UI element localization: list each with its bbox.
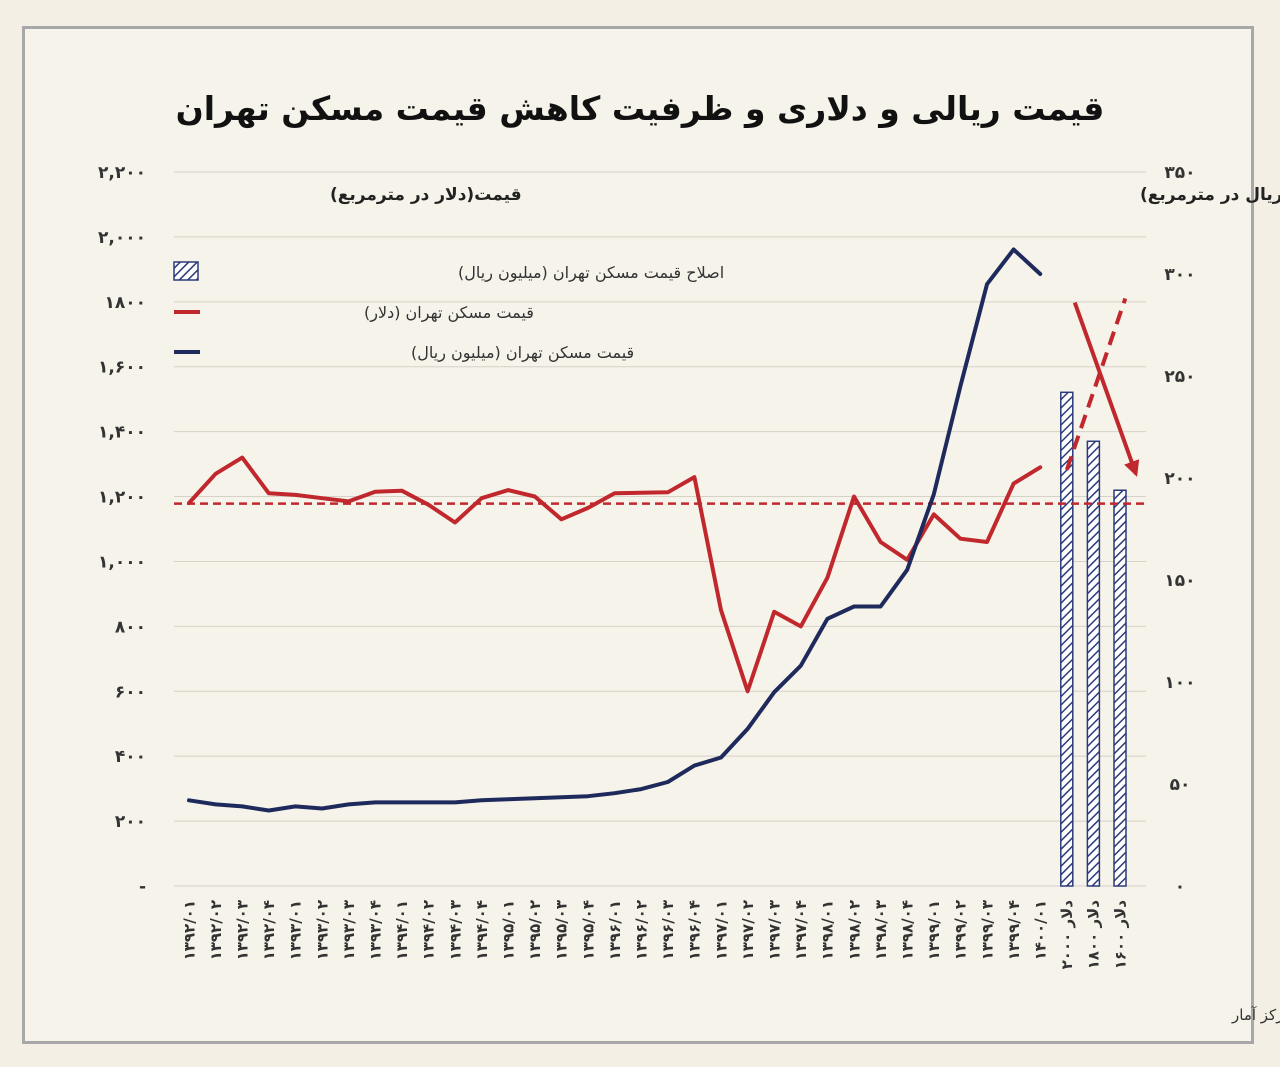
correction-bar bbox=[1113, 489, 1127, 887]
right-tick-label: ۵۰ bbox=[1170, 775, 1191, 795]
x-tick-label: ۱۳۹۸/۰۲ bbox=[845, 900, 863, 960]
legend-swatch-correction bbox=[173, 261, 199, 281]
x-tick-label: ۱۳۹۹/۰۴ bbox=[1005, 900, 1023, 960]
x-tick-label: ۱۳۹۵/۰۲ bbox=[526, 900, 544, 960]
right-tick-label: ۲۵۰ bbox=[1164, 367, 1195, 387]
x-tick-label: ۱۳۹۲/۰۴ bbox=[260, 900, 278, 960]
x-tick-label: ۱۶۰۰ دلار bbox=[1111, 900, 1129, 970]
series-lines bbox=[187, 247, 1043, 813]
legend-label-dollar: قیمت مسکن تهران (دلار) bbox=[364, 303, 534, 323]
x-tick-label: ۱۳۹۹/۰۲ bbox=[952, 900, 970, 960]
projection-lines bbox=[1064, 297, 1140, 477]
left-tick-label: ۱,۲۰۰ bbox=[98, 488, 146, 508]
legend-item-correction: اصلاح قیمت مسکن تهران (میلیون ریال) bbox=[173, 261, 724, 283]
right-tick-label: ۰ bbox=[1175, 877, 1185, 897]
gridlines bbox=[174, 171, 1146, 887]
x-tick-label: ۱۳۹۴/۰۱ bbox=[393, 900, 411, 960]
left-tick-label: ۲,۲۰۰ bbox=[98, 163, 146, 183]
x-tick-label: ۲۰۰۰ دلار bbox=[1058, 900, 1076, 970]
left-tick-label: ۱۸۰۰ bbox=[104, 293, 146, 313]
dollar-price-line bbox=[187, 455, 1043, 694]
x-tick-label: ۱۳۹۳/۰۳ bbox=[340, 900, 358, 960]
x-tick-label: ۱۳۹۸/۰۱ bbox=[819, 900, 837, 960]
left-tick-label: ۱,۴۰۰ bbox=[98, 423, 146, 443]
x-tick-label: ۱۳۹۳/۰۲ bbox=[313, 900, 331, 960]
left-axis-label: قیمت(دلار در مترمربع) bbox=[330, 185, 522, 205]
left-tick-label: ۶۰۰ bbox=[115, 682, 146, 702]
x-tick-label: ۱۳۹۲/۰۲ bbox=[207, 900, 225, 960]
x-tick-label: ۱۳۹۳/۰۱ bbox=[287, 900, 305, 960]
right-axis-ticks: ۰ ۵۰ ۱۰۰ ۱۵۰ ۲۰۰ ۲۵۰ ۳۰۰ ۳۵۰ bbox=[1164, 163, 1195, 897]
left-tick-label: ۸۰۰ bbox=[115, 617, 146, 637]
x-tick-label: ۱۳۹۴/۰۲ bbox=[420, 900, 438, 960]
legend-item-dollar: قیمت مسکن تهران (دلار) bbox=[174, 303, 534, 323]
x-tick-label: ۱۳۹۸/۰۳ bbox=[872, 900, 890, 960]
left-tick-label: ۲,۰۰۰ bbox=[98, 228, 146, 248]
x-tick-label: ۱۴۰۰/۰۱ bbox=[1031, 900, 1049, 960]
right-tick-label: ۳۰۰ bbox=[1164, 265, 1195, 285]
left-tick-label: - bbox=[139, 877, 146, 897]
left-tick-label: ۲۰۰ bbox=[115, 812, 146, 832]
x-tick-label: ۱۳۹۶/۰۴ bbox=[686, 900, 704, 960]
right-tick-label: ۱۵۰ bbox=[1164, 571, 1195, 591]
legend-item-rial: قیمت مسکن تهران (میلیون ریال) bbox=[174, 343, 634, 363]
rial-price-line bbox=[187, 247, 1043, 813]
x-tick-label: ۱۸۰۰ دلار bbox=[1085, 900, 1103, 970]
right-tick-label: ۳۵۰ bbox=[1164, 163, 1195, 183]
chart-title: قیمت ریالی و دلاری و ظرفیت کاهش قیمت مسک… bbox=[176, 89, 1105, 129]
right-axis-label: قیمت (میلیون ریال در مترمربع) bbox=[1140, 185, 1280, 205]
x-tick-label: ۱۳۹۵/۰۴ bbox=[579, 900, 597, 960]
x-axis-ticks: ۱۳۹۲/۰۱ ۱۳۹۲/۰۲ ۱۳۹۲/۰۳ ۱۳۹۲/۰۴ ۱۳۹۳/۰۱ ۱۳۹۳/… bbox=[180, 900, 1129, 970]
x-tick-label: ۱۳۹۷/۰۲ bbox=[739, 900, 757, 960]
x-tick-label: ۱۳۹۹/۰۱ bbox=[925, 900, 943, 960]
x-tick-label: ۱۳۹۵/۰۳ bbox=[553, 900, 571, 960]
x-tick-label: ۱۳۹۲/۰۳ bbox=[233, 900, 251, 960]
projected-rial-trend-dashed bbox=[1064, 297, 1128, 471]
right-tick-label: ۲۰۰ bbox=[1164, 469, 1195, 489]
x-tick-label: ۱۳۹۹/۰۳ bbox=[978, 900, 996, 960]
x-tick-label: ۱۳۹۶/۰۱ bbox=[606, 900, 624, 960]
legend-label-rial: قیمت مسکن تهران (میلیون ریال) bbox=[411, 343, 634, 363]
projected-price-drop-arrow bbox=[1072, 301, 1140, 477]
x-tick-label: ۱۳۹۷/۰۱ bbox=[712, 900, 730, 960]
x-tick-label: ۱۳۹۷/۰۳ bbox=[765, 900, 783, 960]
x-tick-label: ۱۳۹۳/۰۴ bbox=[366, 900, 384, 960]
left-tick-label: ۴۰۰ bbox=[115, 747, 146, 767]
correction-bar bbox=[1060, 391, 1074, 887]
correction-bars bbox=[1060, 391, 1127, 887]
x-tick-label: ۱۳۹۸/۰۴ bbox=[898, 900, 916, 960]
x-tick-label: ۱۳۹۲/۰۱ bbox=[180, 900, 198, 960]
left-axis-ticks: - ۲۰۰ ۴۰۰ ۶۰۰ ۸۰۰ ۱,۰۰۰ ۱,۲۰۰ ۱,۴۰۰ ۱,۶۰۰ ۱۸۰۰ ۲,۰… bbox=[98, 163, 146, 897]
x-tick-label: ۱۳۹۶/۰۲ bbox=[632, 900, 650, 960]
x-tick-label: ۱۳۹۶/۰۳ bbox=[659, 900, 677, 960]
x-tick-label: ۱۳۹۵/۰۱ bbox=[499, 900, 517, 960]
x-tick-label: ۱۳۹۷/۰۴ bbox=[792, 900, 810, 960]
correction-bar bbox=[1086, 440, 1101, 887]
left-tick-label: ۱,۰۰۰ bbox=[98, 552, 146, 572]
source-note: تحلیل و استنتاج: احسان سلطانی بر اساس دا… bbox=[1231, 1006, 1280, 1025]
chart-frame bbox=[22, 26, 1254, 1044]
left-tick-label: ۱,۶۰۰ bbox=[98, 358, 146, 378]
x-tick-label: ۱۳۹۴/۰۳ bbox=[446, 900, 464, 960]
legend-label-correction: اصلاح قیمت مسکن تهران (میلیون ریال) bbox=[458, 263, 724, 283]
legend: اصلاح قیمت مسکن تهران (میلیون ریال) قیمت… bbox=[173, 261, 724, 363]
x-tick-label: ۱۳۹۴/۰۴ bbox=[473, 900, 491, 960]
right-tick-label: ۱۰۰ bbox=[1164, 673, 1195, 693]
